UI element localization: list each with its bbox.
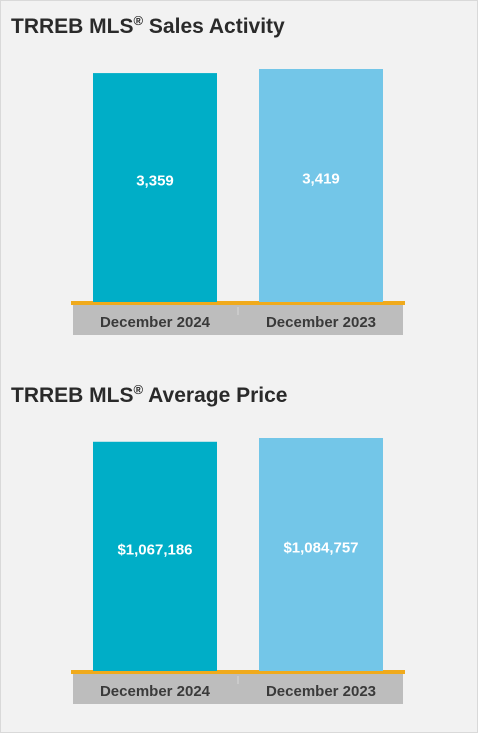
chart-title-average-price: TRREB MLS® Average Price bbox=[11, 382, 288, 408]
category-label: December 2023 bbox=[266, 683, 376, 700]
registered-mark: ® bbox=[133, 382, 144, 397]
chart-title-suffix: Average Price bbox=[143, 384, 288, 407]
data-label: 3,359 bbox=[136, 173, 174, 190]
bar-december-2024 bbox=[93, 73, 217, 302]
bar-december-2023 bbox=[259, 69, 383, 302]
data-label: $1,067,186 bbox=[117, 542, 192, 559]
bar-december-2024 bbox=[93, 441, 217, 671]
category-label: December 2024 bbox=[100, 314, 211, 331]
sales-activity-bar-chart: 3,359 December 2024 3,419 December 2023 bbox=[71, 69, 405, 335]
chart-title-sales-activity: TRREB MLS® Sales Activity bbox=[11, 13, 285, 39]
category-label: December 2024 bbox=[100, 683, 211, 700]
category-label: December 2023 bbox=[266, 314, 376, 331]
sales-activity-chart: TRREB MLS® Sales Activity 3,359 December … bbox=[1, 1, 477, 371]
baseline bbox=[71, 670, 405, 674]
data-label: $1,084,757 bbox=[283, 540, 358, 557]
data-label: 3,419 bbox=[302, 171, 340, 188]
chart-title-suffix: Sales Activity bbox=[143, 15, 285, 38]
baseline bbox=[71, 301, 405, 305]
registered-mark: ® bbox=[133, 13, 144, 28]
bar-december-2023 bbox=[259, 438, 383, 671]
average-price-chart: TRREB MLS® Average Price $1,067,186 Decem… bbox=[1, 370, 477, 740]
average-price-bar-chart: $1,067,186 December 2024 $1,084,757 Decembe… bbox=[71, 438, 405, 704]
chart-title-text: TRREB MLS bbox=[11, 15, 134, 38]
chart-title-text: TRREB MLS bbox=[11, 384, 134, 407]
